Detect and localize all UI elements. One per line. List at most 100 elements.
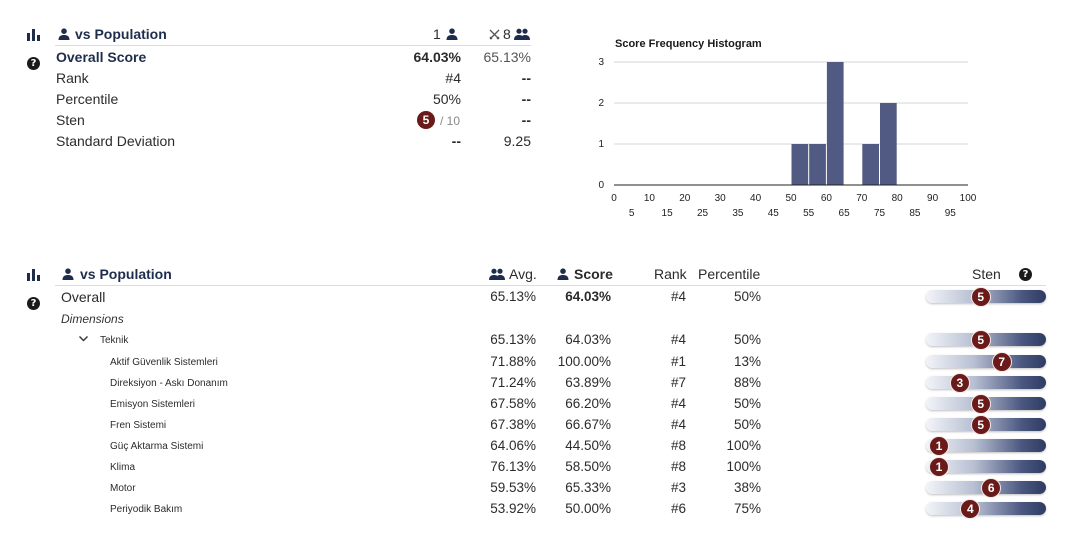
histogram-x-tick: 90 [927,193,939,204]
summary-label-rank: Rank [56,70,89,86]
sten-bar: 5 [926,287,1046,307]
sten-value-badge: 4 [960,499,981,519]
histogram-x-tick: 65 [839,208,851,219]
col-score[interactable]: Score [574,266,613,282]
row-label: Güç Aktarma Sistemi [110,441,204,452]
sten-value-badge: 5 [970,287,991,307]
summary-sten-suffix: / 10 [440,114,461,128]
sten-value-badge: 1 [929,457,949,477]
help-icon[interactable]: ? [1019,268,1032,281]
summary-label-percentile: Percentile [56,91,119,107]
row-score: 44.50% [565,438,611,453]
summary-user-rank: #4 [445,70,461,86]
col-rank[interactable]: Rank [654,266,687,282]
row-rank: #3 [670,480,686,495]
row-avg: 71.88% [490,354,536,369]
row-rank: #4 [670,332,686,347]
row-rank: #7 [670,375,686,390]
row-percentile: 100% [726,438,761,453]
summary-label-overall: Overall Score [56,49,147,65]
sten-value-badge: 5 [970,415,991,435]
histogram-bar [826,62,844,185]
histogram-y-tick: 3 [598,57,604,68]
help-icon[interactable]: ? [27,57,40,70]
sten-value-badge: 3 [949,373,970,393]
row-label: Periyodik Bakım [110,504,183,515]
table-row: Güç Aktarma Sistemi 64.06% 44.50% #8 100… [0,435,1075,456]
help-icon[interactable]: ? [27,297,40,310]
person-icon [62,268,74,280]
row-rank: #4 [670,396,686,411]
table-row: Klima 76.13% 58.50% #8 100% [0,456,1075,477]
row-avg: 67.58% [490,396,536,411]
row-label: Klima [110,462,136,473]
row-score: 66.20% [565,396,611,411]
histogram-bar [862,144,879,185]
sten-bar: 4 [926,499,1046,519]
sten-value-badge: 5 [970,330,991,350]
row-percentile: 100% [726,459,761,474]
histogram-x-tick: 40 [750,193,762,204]
row-score: 65.33% [565,480,611,495]
row-avg: 59.53% [490,480,536,495]
summary-label-stddev: Standard Deviation [56,133,176,149]
sten-bar: 3 [926,373,1046,393]
row-avg: 65.13% [490,332,536,347]
row-score: 63.89% [565,375,611,390]
col-avg[interactable]: Avg. [509,266,537,282]
histogram-x-tick: 55 [803,208,815,219]
table-row: Periyodik Bakım 53.92% 50.00% #6 75% [0,498,1075,519]
row-avg: 71.24% [490,375,536,390]
row-score: 50.00% [565,501,611,516]
row-percentile: 50% [733,332,761,347]
histogram-bar [809,144,826,185]
row-score: 64.03% [565,332,611,347]
row-rank: #4 [670,417,686,432]
sten-value-badge: 7 [991,352,1012,372]
summary-pop-sten: -- [521,112,531,128]
table-row: Fren Sistemi 67.38% 66.67% #4 50% [0,414,1075,435]
row-label[interactable]: Teknik [100,335,129,346]
histogram-x-tick: 80 [892,193,904,204]
row-avg: 76.13% [490,459,536,474]
chevron-down-icon[interactable] [79,336,88,342]
row-avg: 65.13% [490,289,536,304]
sten-bar: 6 [926,478,1046,498]
row-avg: 53.92% [490,501,536,516]
person-icon [557,268,569,280]
col-percentile[interactable]: Percentile [698,266,761,282]
row-score: 58.50% [565,459,611,474]
histogram-title: Score Frequency Histogram [615,38,762,50]
row-percentile: 88% [733,375,761,390]
person-icon [58,28,70,40]
histogram-x-tick: 95 [945,208,957,219]
row-label: Aktif Güvenlik Sistemleri [110,357,218,368]
row-rank: #1 [670,354,686,369]
row-rank: #6 [670,501,686,516]
histogram-bar [791,144,809,185]
histogram-x-tick: 85 [909,208,921,219]
summary-user-overall: 64.03% [413,49,461,65]
sten-bar: 5 [926,330,1046,350]
histogram-bar [880,103,897,185]
row-score: 100.00% [557,354,611,369]
row-percentile: 50% [733,417,761,432]
col-sten[interactable]: Sten [972,266,1001,282]
histogram-x-tick: 45 [768,208,780,219]
table-row-group: Teknik 65.13% 64.03% #4 50% [0,329,1075,350]
histogram-x-tick: 100 [960,193,977,204]
sten-value-badge: 5 [970,394,991,414]
summary-header-label: vs Population [75,26,167,42]
histogram-y-tick: 1 [598,139,604,150]
row-rank: #8 [670,438,686,453]
summary-pop-overall: 65.13% [483,49,531,65]
summary-pop-rank: -- [521,70,531,86]
summary-sten-badge: 5 [417,111,435,129]
row-percentile: 50% [733,289,761,304]
bar-chart-icon[interactable] [27,268,40,281]
row-label: Fren Sistemi [110,420,167,431]
group-icon [489,268,505,280]
bar-chart-icon[interactable] [27,28,40,41]
row-percentile: 75% [733,501,761,516]
sten-bar: 5 [926,394,1046,414]
